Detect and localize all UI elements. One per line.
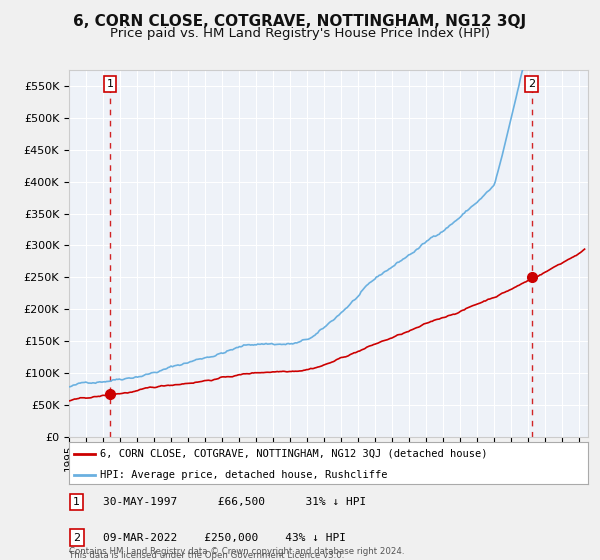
Text: 2: 2 bbox=[73, 533, 80, 543]
Text: 30-MAY-1997      £66,500      31% ↓ HPI: 30-MAY-1997 £66,500 31% ↓ HPI bbox=[103, 497, 366, 507]
Text: Price paid vs. HM Land Registry's House Price Index (HPI): Price paid vs. HM Land Registry's House … bbox=[110, 27, 490, 40]
Text: 09-MAR-2022    £250,000    43% ↓ HPI: 09-MAR-2022 £250,000 43% ↓ HPI bbox=[103, 533, 346, 543]
Text: 1: 1 bbox=[107, 79, 113, 89]
Text: Contains HM Land Registry data © Crown copyright and database right 2024.: Contains HM Land Registry data © Crown c… bbox=[69, 547, 404, 556]
Text: This data is licensed under the Open Government Licence v3.0.: This data is licensed under the Open Gov… bbox=[69, 551, 344, 560]
Text: 6, CORN CLOSE, COTGRAVE, NOTTINGHAM, NG12 3QJ: 6, CORN CLOSE, COTGRAVE, NOTTINGHAM, NG1… bbox=[73, 14, 527, 29]
Text: HPI: Average price, detached house, Rushcliffe: HPI: Average price, detached house, Rush… bbox=[100, 470, 388, 480]
Text: 2: 2 bbox=[528, 79, 535, 89]
Text: 6, CORN CLOSE, COTGRAVE, NOTTINGHAM, NG12 3QJ (detached house): 6, CORN CLOSE, COTGRAVE, NOTTINGHAM, NG1… bbox=[100, 449, 488, 459]
Text: 1: 1 bbox=[73, 497, 80, 507]
